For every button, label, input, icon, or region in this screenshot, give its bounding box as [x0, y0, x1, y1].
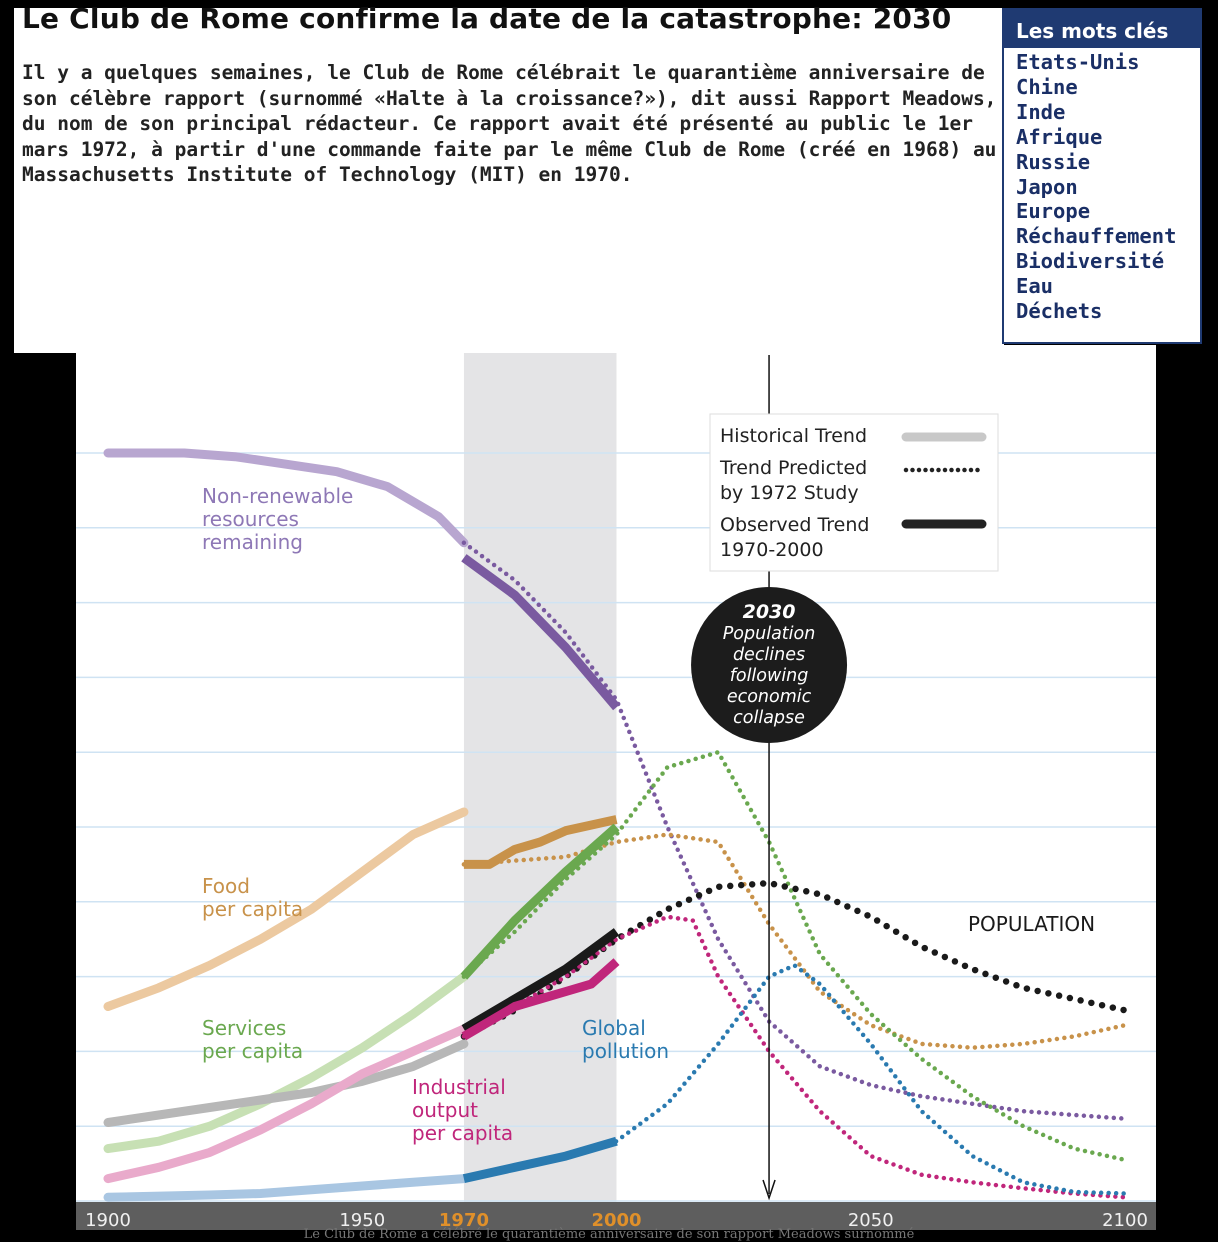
x-tick-label: 1970	[439, 1210, 489, 1230]
keyword-link[interactable]: Afrique	[1016, 124, 1103, 149]
legend-label: Trend Predicted by 1972 Study	[719, 457, 867, 504]
chart-legend: Historical Trend Trend Predicted by 1972 S…	[709, 413, 999, 572]
predicted-line	[563, 963, 1128, 1196]
legend-label-line: Trend Predicted	[719, 457, 867, 479]
series-label-line: pollution	[582, 1039, 669, 1063]
predicted-line	[461, 540, 1128, 1121]
chart-svg: Historical Trend Trend Predicted by 1972 S…	[76, 345, 1156, 1230]
keyword-link[interactable]: Eau	[1016, 274, 1054, 299]
annotation-text: Population	[723, 624, 816, 644]
series-label-line: Non-renewable	[202, 484, 353, 508]
series-label-line: per capita	[202, 1039, 303, 1063]
keyword-link[interactable]: Russie	[1016, 149, 1091, 174]
series-label: POPULATION	[968, 912, 1095, 936]
article-panel: Le Club de Rome confirme la date de la c…	[14, 2, 1004, 353]
observed-line	[463, 815, 618, 869]
historical-line	[103, 1024, 469, 1184]
series-label-line: remaining	[202, 530, 303, 554]
series-label-line: Services	[202, 1016, 286, 1040]
keywords-list: Etats-Unis Chine Inde Afrique Russie Jap…	[1004, 48, 1200, 324]
annotation-text: collapse	[733, 708, 805, 728]
annotation-text: 2030	[743, 601, 796, 623]
image-caption: Le Club de Rome a célébré le quarantième…	[303, 1227, 915, 1242]
historical-line	[103, 1174, 469, 1202]
legend-label-line: Observed Trend	[720, 514, 869, 536]
annotation-text: declines	[733, 645, 805, 665]
historical-line	[103, 972, 469, 1154]
keywords-box: Les mots clés Etats-Unis Chine Inde Afri…	[1002, 8, 1202, 344]
predicted-line	[461, 749, 1128, 1163]
keywords-title: Les mots clés	[1004, 10, 1200, 48]
x-tick-label: 1900	[85, 1210, 131, 1230]
series-label-line: resources	[202, 507, 299, 531]
x-axis-bar	[76, 1202, 1156, 1230]
keyword-link[interactable]: Chine	[1016, 74, 1078, 99]
annotation-circle	[691, 587, 848, 743]
series-label: Industrial output per capita	[412, 1075, 513, 1145]
series-label-line: POPULATION	[968, 912, 1095, 936]
keyword-link[interactable]: Inde	[1016, 99, 1066, 124]
series-label: Global pollution	[582, 1016, 669, 1063]
x-tick-label: 2100	[1102, 1210, 1148, 1230]
series-label: Food per capita	[202, 874, 303, 921]
keyword-link[interactable]: Europe	[1016, 199, 1091, 224]
observed-line	[461, 928, 620, 1033]
series-label-line: output	[412, 1098, 478, 1122]
series-label-line: Food	[202, 874, 250, 898]
keyword-link[interactable]: Biodiversité	[1016, 249, 1165, 274]
annotation-text: economic	[727, 687, 812, 707]
article-intro: Il y a quelques semaines, le Club de Rom…	[22, 61, 997, 186]
observed-line	[460, 823, 620, 980]
series-label-line: Industrial	[412, 1075, 506, 1099]
historical-line	[103, 448, 469, 548]
observed-line	[462, 1136, 618, 1183]
historical-line	[103, 1039, 469, 1127]
series-label-line: Global	[582, 1016, 646, 1040]
legend-label-line: 1970-2000	[720, 539, 824, 561]
x-tick-label: 1950	[339, 1210, 385, 1230]
legend-label-line: Historical Trend	[720, 425, 867, 447]
x-tick-label: 2000	[591, 1210, 641, 1230]
series-label-line: per capita	[202, 897, 303, 921]
limits-to-growth-chart: Historical Trend Trend Predicted by 1972 S…	[0, 345, 1218, 1230]
keyword-link[interactable]: Réchauffement	[1016, 224, 1177, 249]
observed-line	[461, 958, 620, 1041]
series-label-line: per capita	[412, 1121, 513, 1145]
keyword-link[interactable]: Etats-Unis	[1016, 50, 1140, 74]
legend-label: Historical Trend	[720, 425, 867, 447]
legend-label-line: by 1972 Study	[720, 482, 859, 504]
series-label: Services per capita	[202, 1016, 303, 1063]
marker-arrow	[762, 1179, 776, 1201]
keyword-link[interactable]: Déchets	[1016, 299, 1103, 324]
article-title: Le Club de Rome confirme la date de la c…	[22, 2, 952, 35]
legend-label: Observed Trend 1970-2000	[720, 514, 869, 561]
historical-line	[103, 807, 469, 1011]
observed-line	[461, 554, 620, 711]
highlight-band-1970-2000	[463, 353, 617, 1202]
annotation-text: following	[730, 666, 809, 686]
keyword-link[interactable]: Japon	[1016, 174, 1078, 199]
series-label: Non-renewable resources remaining	[202, 484, 353, 554]
x-tick-label: 2050	[848, 1210, 894, 1230]
